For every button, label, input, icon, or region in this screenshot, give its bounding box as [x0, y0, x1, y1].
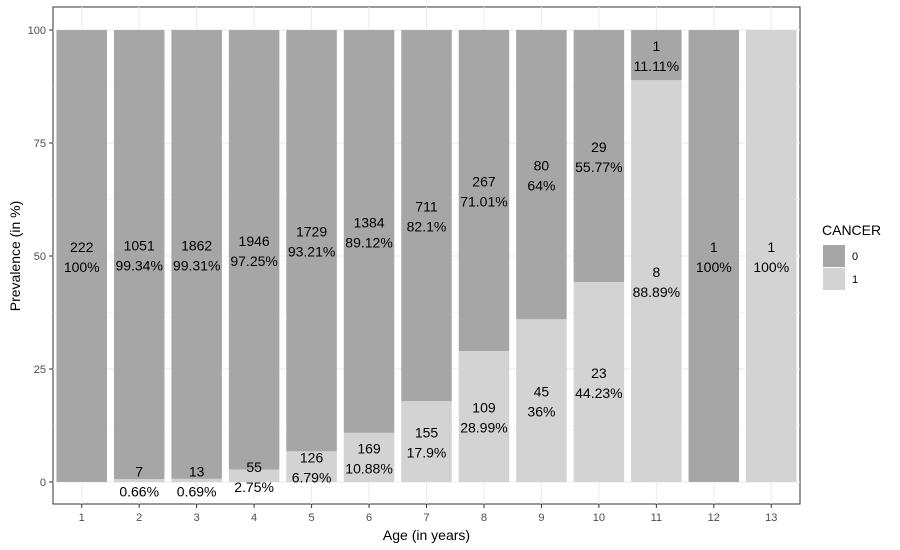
- x-tick-label: 13: [765, 512, 777, 524]
- legend-key-0: [823, 245, 845, 267]
- x-tick-label: 11: [651, 512, 662, 524]
- bar-segment-cancer-0: [343, 30, 395, 433]
- bar-label-cancer-0-count: 29: [591, 139, 607, 155]
- bar-label-cancer-1-count: 126: [300, 450, 324, 466]
- bar-label-cancer-1-count: 169: [357, 440, 381, 456]
- bar-segment-cancer-0: [56, 30, 107, 482]
- bar-label-cancer-1-count: 13: [189, 463, 205, 479]
- legend-key-1: [823, 268, 845, 290]
- bars-layer: [56, 30, 797, 483]
- x-tick-label: 4: [251, 512, 257, 524]
- bar-segment-cancer-1: [286, 451, 337, 482]
- x-tick-label: 2: [136, 512, 142, 524]
- legend: CANCER 0 1: [822, 222, 881, 290]
- bar-label-cancer-1-count: 45: [534, 384, 550, 400]
- legend-title: CANCER: [822, 222, 881, 238]
- bar-segment-cancer-1: [458, 350, 510, 482]
- y-tick-label: 50: [34, 251, 46, 263]
- bar-label-cancer-1-percent: 36%: [527, 404, 555, 420]
- bar-label-cancer-1-count: 8: [652, 264, 660, 280]
- bar-label-cancer-1-percent: 100%: [753, 259, 789, 275]
- bar-label-cancer-1-count: 23: [591, 365, 607, 381]
- bar-label-cancer-0-count: 1: [710, 239, 718, 255]
- bar-segment-cancer-0: [286, 30, 337, 452]
- bar-label-cancer-0-percent: 55.77%: [575, 159, 622, 175]
- bar-segment-cancer-1: [516, 319, 567, 482]
- y-tick-label: 25: [34, 364, 46, 376]
- x-tick-label: 5: [309, 512, 315, 524]
- bar-label-cancer-1-percent: 44.23%: [575, 385, 622, 401]
- bar-segment-cancer-1: [343, 432, 395, 482]
- bar-label-cancer-0-percent: 82.1%: [407, 219, 447, 235]
- bar-label-cancer-1-percent: 2.75%: [234, 479, 274, 495]
- bar-segment-cancer-1: [401, 401, 452, 482]
- bar-label-cancer-0-count: 1729: [296, 224, 327, 240]
- bar-label-cancer-0-count: 80: [534, 158, 550, 174]
- bar-label-cancer-0-percent: 71.01%: [460, 193, 507, 209]
- x-tick-label: 3: [194, 512, 200, 524]
- bar-segment-cancer-1: [573, 282, 625, 482]
- bar-segment-cancer-0: [171, 30, 222, 479]
- bar-label-cancer-1-percent: 88.89%: [633, 284, 680, 300]
- bar-segment-cancer-1: [171, 478, 222, 482]
- bar-segment-cancer-0: [688, 30, 740, 482]
- bar-label-cancer-0-count: 1384: [353, 214, 384, 230]
- bar-label-cancer-0-percent: 100%: [696, 259, 732, 275]
- y-tick-label: 75: [34, 138, 46, 150]
- bar-label-cancer-1-count: 55: [246, 459, 262, 475]
- x-tick-label: 12: [708, 512, 720, 524]
- bar-segment-cancer-1: [746, 30, 797, 482]
- bar-segment-cancer-1: [228, 469, 280, 482]
- bar-label-cancer-1-count: 155: [415, 425, 439, 441]
- y-tick-label: 100: [28, 25, 46, 37]
- bar-label-cancer-1-count: 1: [767, 239, 775, 255]
- bar-segment-cancer-1: [631, 80, 682, 483]
- y-tick-label: 0: [40, 477, 46, 489]
- bar-label-cancer-0-percent: 64%: [527, 178, 555, 194]
- bar-label-cancer-0-count: 267: [472, 173, 496, 189]
- bar-label-cancer-1-count: 7: [135, 464, 143, 480]
- bar-label-cancer-0-percent: 100%: [64, 259, 100, 275]
- bar-label-cancer-1-percent: 10.88%: [345, 460, 392, 476]
- x-tick-label: 1: [79, 512, 85, 524]
- bar-label-cancer-0-percent: 11.11%: [634, 58, 679, 74]
- bar-label-cancer-1-count: 109: [472, 399, 496, 415]
- bar-label-cancer-0-percent: 89.12%: [345, 234, 392, 250]
- bar-segment-cancer-0: [516, 30, 567, 320]
- x-tick-label: 6: [366, 512, 372, 524]
- bar-segment-cancer-0: [458, 30, 510, 351]
- bar-label-cancer-0-percent: 93.21%: [288, 244, 335, 260]
- bar-label-cancer-0-count: 1862: [181, 237, 212, 253]
- bar-segment-cancer-0: [401, 30, 452, 402]
- bar-label-cancer-1-percent: 0.69%: [177, 483, 217, 499]
- legend-label-1: 1: [852, 274, 858, 286]
- bar-label-cancer-0-percent: 97.25%: [230, 253, 277, 269]
- bar-labels-layer: 222 100% 7 0.66% 1051 99.34% 13 0.69% 1862 99.31%…: [64, 38, 789, 499]
- legend-label-0: 0: [852, 251, 858, 263]
- x-tick-label: 7: [423, 512, 429, 524]
- bar-label-cancer-0-count: 1946: [239, 233, 270, 249]
- bar-segment-cancer-0: [228, 30, 280, 470]
- y-axis-title: Prevalence (in %): [7, 201, 23, 312]
- bar-segment-cancer-0: [573, 30, 625, 283]
- bar-label-cancer-0-count: 1051: [124, 238, 155, 254]
- bar-label-cancer-0-count: 222: [70, 239, 94, 255]
- bar-segment-cancer-0: [113, 30, 165, 480]
- bar-segment-cancer-1: [113, 479, 165, 482]
- x-tick-label: 8: [481, 512, 487, 524]
- bar-label-cancer-1-percent: 6.79%: [292, 470, 332, 486]
- bar-label-cancer-0-percent: 99.31%: [173, 257, 220, 273]
- bar-segment-cancer-0: [631, 30, 682, 81]
- x-tick-label: 9: [538, 512, 544, 524]
- bar-label-cancer-1-percent: 28.99%: [460, 419, 507, 435]
- bar-label-cancer-0-percent: 99.34%: [115, 258, 162, 274]
- x-tick-label: 10: [593, 512, 605, 524]
- bar-label-cancer-1-percent: 0.66%: [119, 484, 159, 500]
- bar-label-cancer-1-percent: 17.9%: [407, 445, 447, 461]
- x-axis-title: Age (in years): [383, 527, 470, 543]
- bar-label-cancer-0-count: 711: [415, 199, 438, 215]
- bar-label-cancer-0-count: 1: [652, 38, 660, 54]
